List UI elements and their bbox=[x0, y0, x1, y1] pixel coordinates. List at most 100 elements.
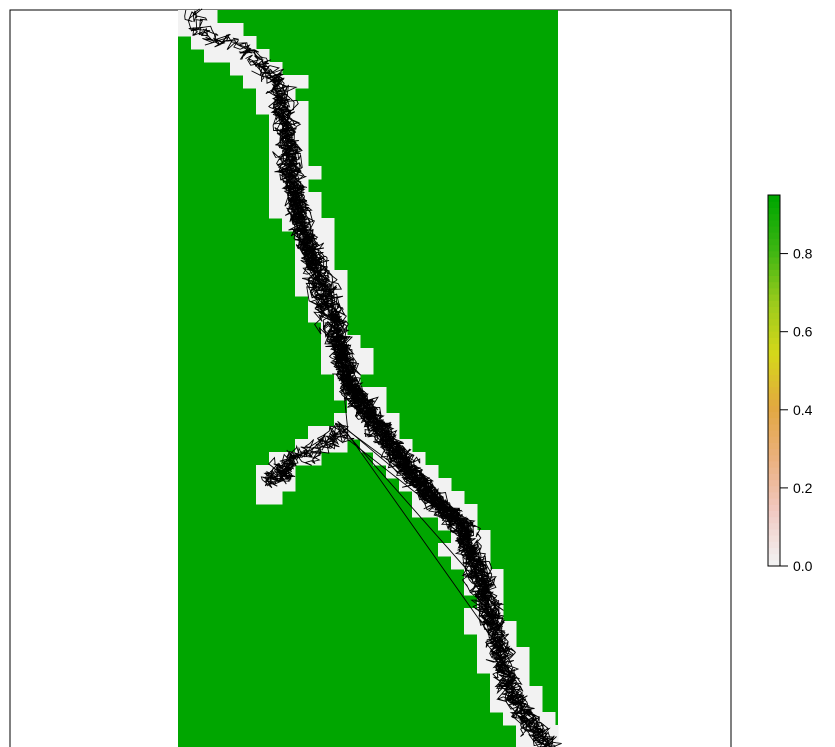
colorbar-band bbox=[768, 436, 780, 443]
raster-cell bbox=[256, 491, 270, 505]
colorbar-tick-label: 0.2 bbox=[793, 480, 813, 496]
raster-cell bbox=[451, 491, 465, 505]
colorbar-band bbox=[768, 287, 780, 295]
raster-cell bbox=[295, 75, 309, 89]
colorbar-band bbox=[768, 380, 780, 388]
raster-cell bbox=[412, 452, 426, 466]
raster-cell bbox=[386, 465, 400, 479]
raster-cell bbox=[295, 114, 309, 128]
raster-cell bbox=[321, 244, 335, 258]
colorbar-band bbox=[768, 467, 780, 474]
colorbar-band bbox=[768, 293, 780, 301]
colorbar-band bbox=[768, 263, 780, 270]
raster-cell bbox=[503, 621, 517, 635]
colorbar-tick-label: 0.8 bbox=[793, 246, 813, 262]
colorbar-band bbox=[768, 411, 780, 419]
track-line bbox=[283, 189, 370, 414]
track-line bbox=[288, 162, 466, 550]
colorbar-band bbox=[768, 225, 780, 233]
colorbar-band bbox=[768, 244, 780, 252]
raster-cell bbox=[451, 556, 465, 570]
raster-cell bbox=[295, 101, 309, 115]
track-line bbox=[265, 236, 463, 526]
colorbar-band bbox=[768, 324, 780, 332]
raster-cell bbox=[464, 608, 478, 622]
raster-cell bbox=[334, 283, 348, 297]
colorbar-band bbox=[768, 337, 780, 344]
colorbar-band bbox=[768, 516, 780, 524]
colorbar-band bbox=[768, 423, 780, 431]
colorbar-band bbox=[768, 256, 780, 264]
colorbar-band bbox=[768, 454, 780, 462]
colorbar-band bbox=[768, 448, 780, 456]
raster-cell bbox=[542, 712, 556, 726]
raster-cell bbox=[321, 361, 335, 375]
raster-cell bbox=[295, 283, 309, 297]
raster-cell bbox=[425, 465, 439, 479]
raster-cell bbox=[438, 478, 452, 492]
animal-tracks bbox=[184, 8, 562, 747]
raster-cell bbox=[464, 621, 478, 635]
colorbar-band bbox=[768, 213, 780, 221]
colorbar-band bbox=[768, 429, 780, 437]
raster-cell bbox=[321, 231, 335, 245]
colorbar-tick-label: 0.6 bbox=[793, 324, 813, 340]
raster-cell bbox=[516, 738, 530, 747]
colorbar-band bbox=[768, 312, 780, 320]
track-line bbox=[263, 287, 441, 502]
colorbar-band bbox=[768, 541, 780, 549]
colorbar-band bbox=[768, 250, 780, 258]
colorbar-band bbox=[768, 510, 780, 518]
raster-cell bbox=[256, 75, 270, 89]
raster-cell bbox=[282, 75, 296, 89]
raster-cell bbox=[516, 647, 530, 661]
colorbar-band bbox=[768, 318, 780, 326]
raster-cell bbox=[256, 88, 270, 102]
track-line bbox=[272, 192, 459, 513]
raster-cell bbox=[269, 192, 283, 206]
colorbar-band bbox=[768, 219, 780, 227]
raster-cell bbox=[490, 699, 504, 713]
raster-cell bbox=[334, 270, 348, 284]
colorbar-band bbox=[768, 275, 780, 283]
colorbar-band bbox=[768, 374, 780, 382]
track-line bbox=[297, 209, 549, 747]
colorbar-band bbox=[768, 479, 780, 487]
raster-cell bbox=[217, 49, 231, 63]
raster-cell bbox=[334, 413, 348, 427]
colorbar-band bbox=[768, 238, 780, 246]
raster-cell bbox=[308, 166, 322, 180]
raster-cell bbox=[191, 36, 205, 50]
raster-cell bbox=[256, 49, 270, 63]
colorbar-band bbox=[768, 528, 780, 536]
colorbar-band bbox=[768, 232, 780, 239]
raster-cell bbox=[308, 426, 322, 440]
colorbar-band bbox=[768, 473, 780, 481]
raster-cell bbox=[373, 387, 387, 401]
colorbar-band bbox=[768, 535, 780, 542]
colorbar-band bbox=[768, 331, 780, 338]
colorbar-band bbox=[768, 485, 780, 493]
raster-cell bbox=[204, 49, 218, 63]
raster-cell bbox=[477, 647, 491, 661]
raster-cell bbox=[269, 205, 283, 219]
colorbar-gradient bbox=[768, 195, 780, 567]
raster-cell bbox=[204, 10, 218, 24]
colorbar-band bbox=[768, 399, 780, 406]
colorbar-band bbox=[768, 405, 780, 413]
raster-cell bbox=[178, 23, 192, 37]
colorbar-band bbox=[768, 559, 780, 567]
colorbar-band bbox=[768, 195, 780, 202]
colorbar-band bbox=[768, 460, 780, 468]
raster-cell bbox=[477, 530, 491, 544]
colorbar-tick-label: 0.4 bbox=[793, 402, 813, 418]
raster-cell bbox=[321, 218, 335, 232]
colorbar-band bbox=[768, 207, 780, 215]
raster-cell bbox=[230, 62, 244, 76]
colorbar-band bbox=[768, 392, 780, 400]
raster-cell bbox=[477, 660, 491, 674]
raster-cell bbox=[516, 660, 530, 674]
colorbar-band bbox=[768, 355, 780, 363]
raster-cell bbox=[217, 23, 231, 37]
raster-cell bbox=[295, 127, 309, 141]
